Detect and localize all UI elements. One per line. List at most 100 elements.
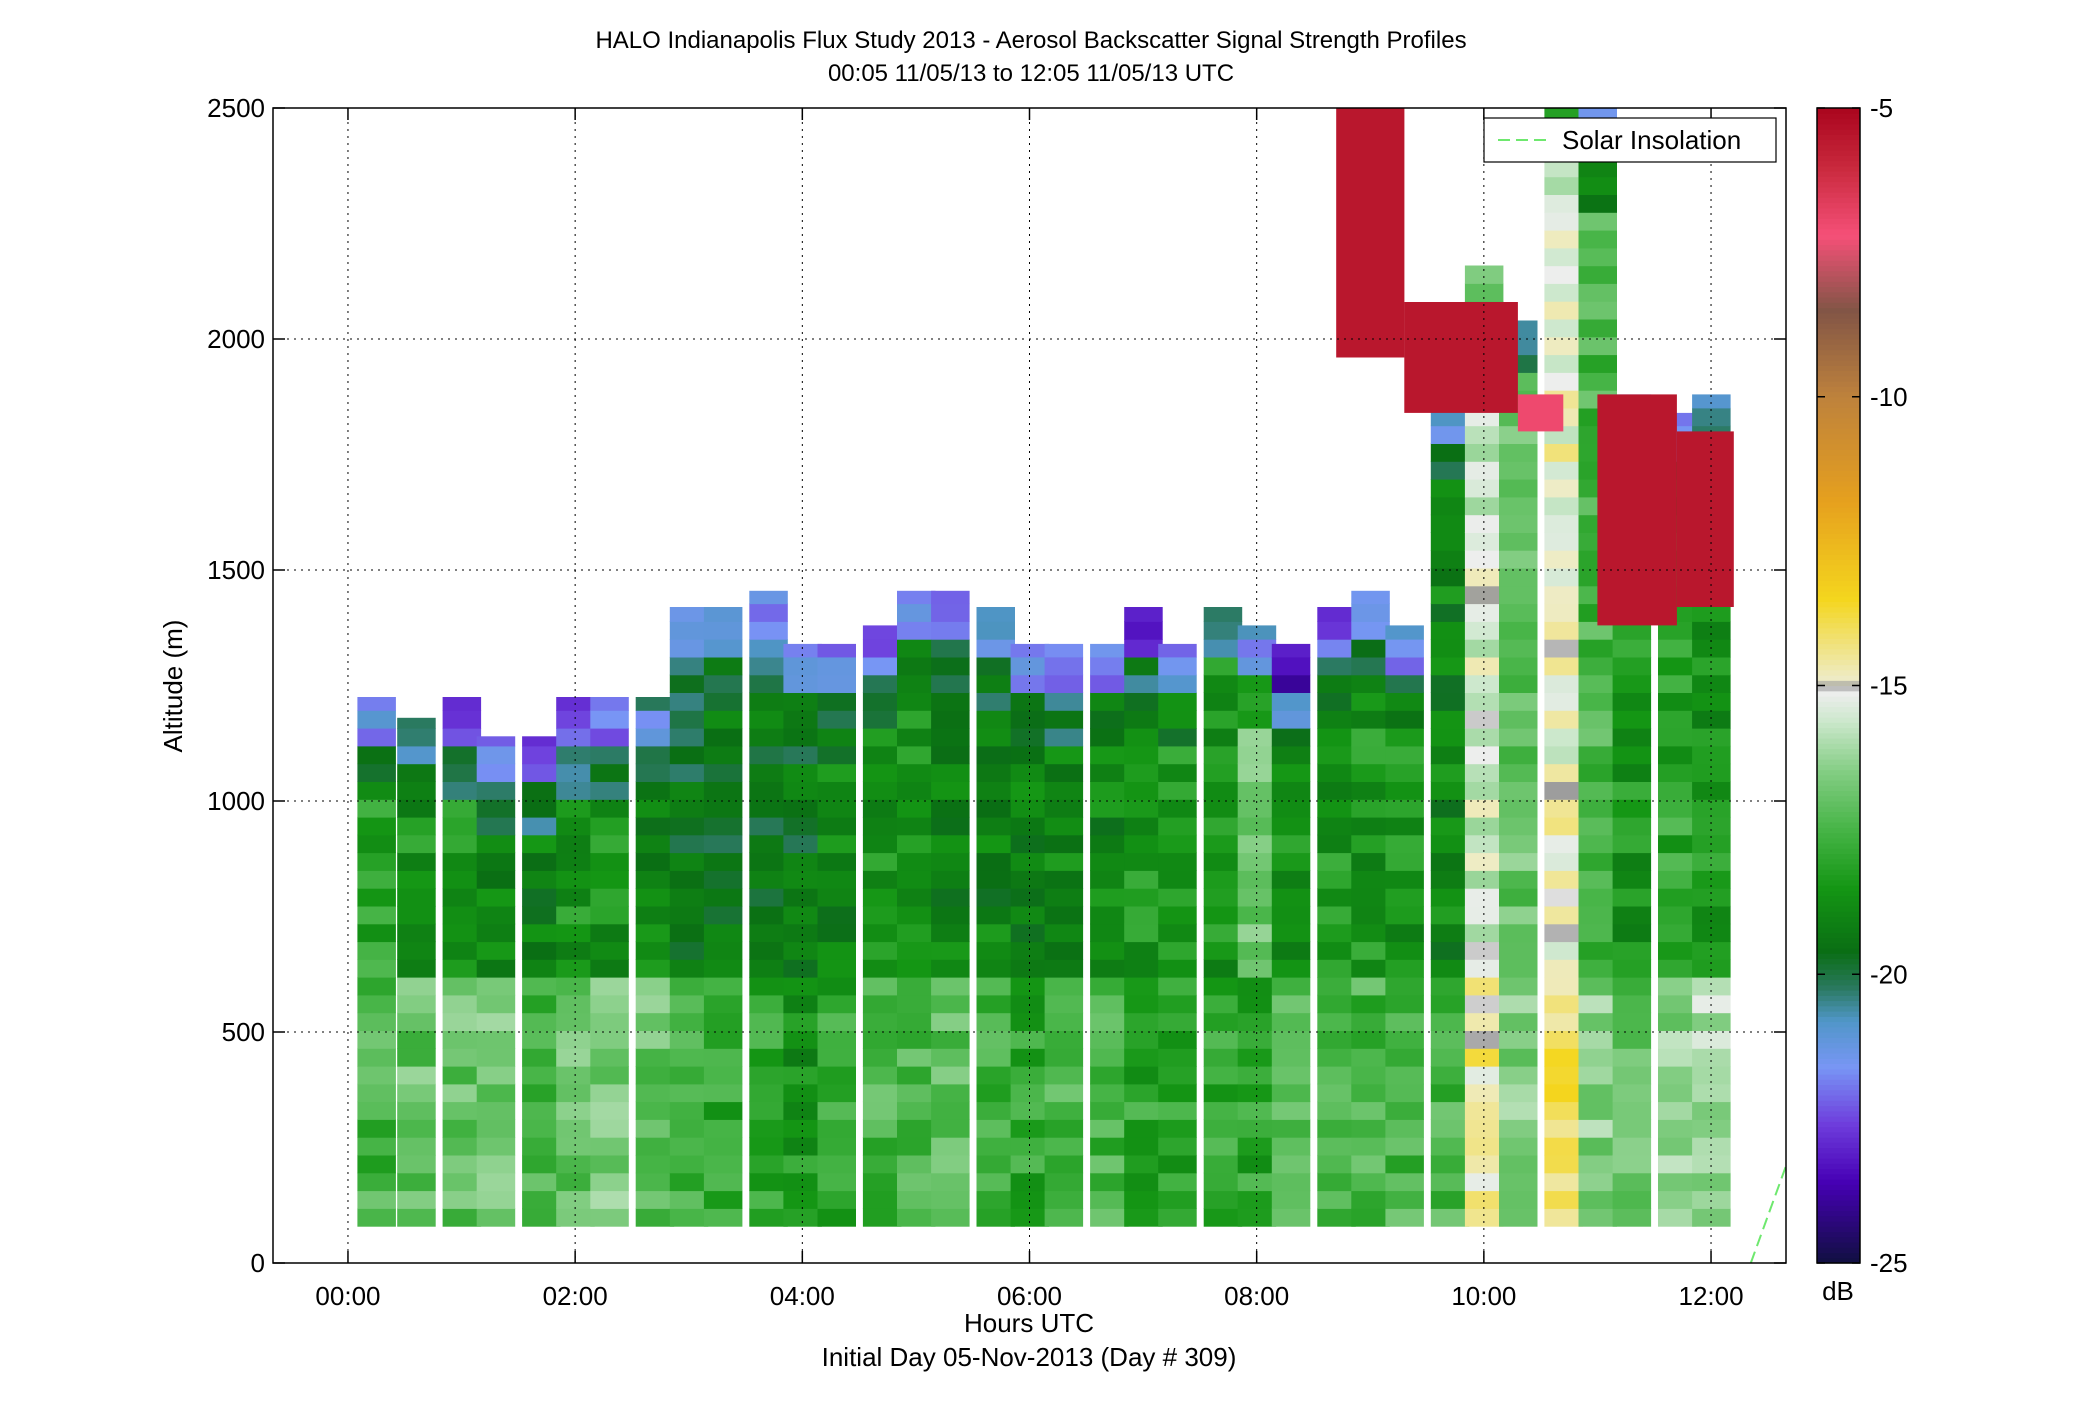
heatmap-cell (1464, 977, 1504, 996)
heatmap-cell (1385, 674, 1424, 693)
colorbar-strip (1817, 171, 1860, 177)
heatmap-cell (749, 888, 788, 907)
heatmap-cell (1351, 603, 1390, 622)
colorbar-strip (1817, 449, 1860, 456)
heatmap-cell (590, 923, 629, 943)
heatmap-cell (669, 834, 709, 854)
colorbar-strip (1817, 312, 1860, 319)
heatmap-cell (862, 1208, 902, 1227)
heatmap-cell (1430, 496, 1470, 516)
heatmap-cell (669, 1172, 709, 1192)
heatmap-cell (1044, 923, 1084, 943)
colorbar-strip (1817, 260, 1860, 267)
heatmap-cell (1317, 1190, 1356, 1209)
heatmap-cell (1692, 763, 1731, 782)
heatmap-cell (1010, 745, 1050, 765)
heatmap-cell (1124, 1208, 1163, 1227)
heatmap-cell (635, 1172, 675, 1192)
heatmap-cell (897, 816, 936, 836)
heatmap-cell (1385, 905, 1424, 925)
heatmap-cell (1464, 265, 1504, 284)
heatmap-cell (1351, 1101, 1390, 1120)
heatmap-cell (897, 674, 936, 693)
heatmap-cell (1385, 639, 1424, 658)
heatmap-cell (522, 745, 561, 765)
heatmap-cell (1090, 728, 1129, 747)
heatmap-cell (817, 1101, 856, 1120)
colorbar-strip (1817, 743, 1860, 750)
heatmap-cell (1658, 763, 1697, 782)
heatmap-cell (442, 852, 482, 871)
heatmap-cell (1010, 710, 1050, 729)
heatmap-cell (476, 799, 516, 818)
heatmap-cell (357, 941, 396, 960)
colorbar-strip (1817, 270, 1860, 277)
heatmap-cell (1464, 852, 1504, 871)
elevated-layer-cell (1404, 302, 1518, 413)
heatmap-cell (817, 674, 856, 693)
heatmap-cell (1351, 639, 1390, 658)
heatmap-cell (1612, 852, 1652, 871)
heatmap-cell (1499, 461, 1538, 480)
heatmap-cell (1158, 710, 1197, 729)
heatmap-cell (1692, 781, 1731, 800)
heatmap-cell (1612, 870, 1652, 889)
heatmap-cell (1158, 674, 1197, 693)
heatmap-cell (749, 905, 788, 925)
heatmap-cell (1544, 318, 1583, 338)
heatmap-cell (931, 1066, 970, 1085)
heatmap-cell (1464, 728, 1504, 747)
heatmap-cell (1578, 301, 1617, 320)
heatmap-cell (1464, 905, 1504, 925)
heatmap-cell (1658, 710, 1697, 729)
heatmap-cell (1578, 1119, 1617, 1138)
heatmap-cell (635, 763, 675, 782)
heatmap-cell (1499, 728, 1538, 747)
heatmap-cell (749, 870, 788, 889)
heatmap-cell (1544, 354, 1583, 373)
heatmap-cell (590, 1012, 629, 1031)
heatmap-cell (931, 590, 970, 605)
heatmap-cell (476, 852, 516, 871)
heatmap-cell (590, 728, 629, 747)
heatmap-cell (1544, 781, 1583, 800)
heatmap-cell (1612, 816, 1652, 836)
heatmap-cell (1464, 1137, 1504, 1156)
heatmap-cell (1430, 1190, 1470, 1209)
heatmap-cell (1124, 870, 1163, 889)
heatmap-cell (1044, 656, 1084, 676)
colorbar-strip (1817, 1089, 1860, 1096)
heatmap-cell (1158, 745, 1197, 765)
heatmap-cell (1158, 1172, 1197, 1192)
heatmap-cell (1317, 923, 1356, 943)
heatmap-cell (703, 977, 743, 996)
heatmap-cell (1385, 888, 1424, 907)
heatmap-cell (817, 834, 856, 854)
heatmap-cell (703, 692, 743, 711)
heatmap-cell (476, 736, 516, 747)
heatmap-cell (1090, 656, 1129, 676)
colorbar-strip (1817, 344, 1860, 351)
colorbar-strip (1817, 963, 1860, 970)
colorbar-strip (1817, 633, 1860, 639)
heatmap-cell (1203, 923, 1243, 943)
heatmap-cell (931, 923, 970, 943)
heatmap-cell (476, 1172, 516, 1192)
heatmap-cell (635, 923, 675, 943)
heatmap-cell (862, 781, 902, 800)
heatmap-cell (1351, 870, 1390, 889)
heatmap-cell (1351, 745, 1390, 765)
colorbar-strip (1817, 638, 1860, 645)
colorbar-strip (1817, 517, 1860, 524)
heatmap-cell (556, 1172, 595, 1192)
heatmap-cell (783, 1012, 822, 1031)
colorbar-strip (1817, 953, 1860, 960)
heatmap-cell (862, 1030, 902, 1049)
heatmap-cell (1464, 1048, 1504, 1067)
heatmap-cell (1203, 728, 1243, 747)
heatmap-cell (1578, 158, 1617, 178)
heatmap-cell (749, 692, 788, 711)
heatmap-cell (976, 1172, 1015, 1192)
heatmap-cell (783, 941, 822, 960)
heatmap-cell (590, 852, 629, 871)
